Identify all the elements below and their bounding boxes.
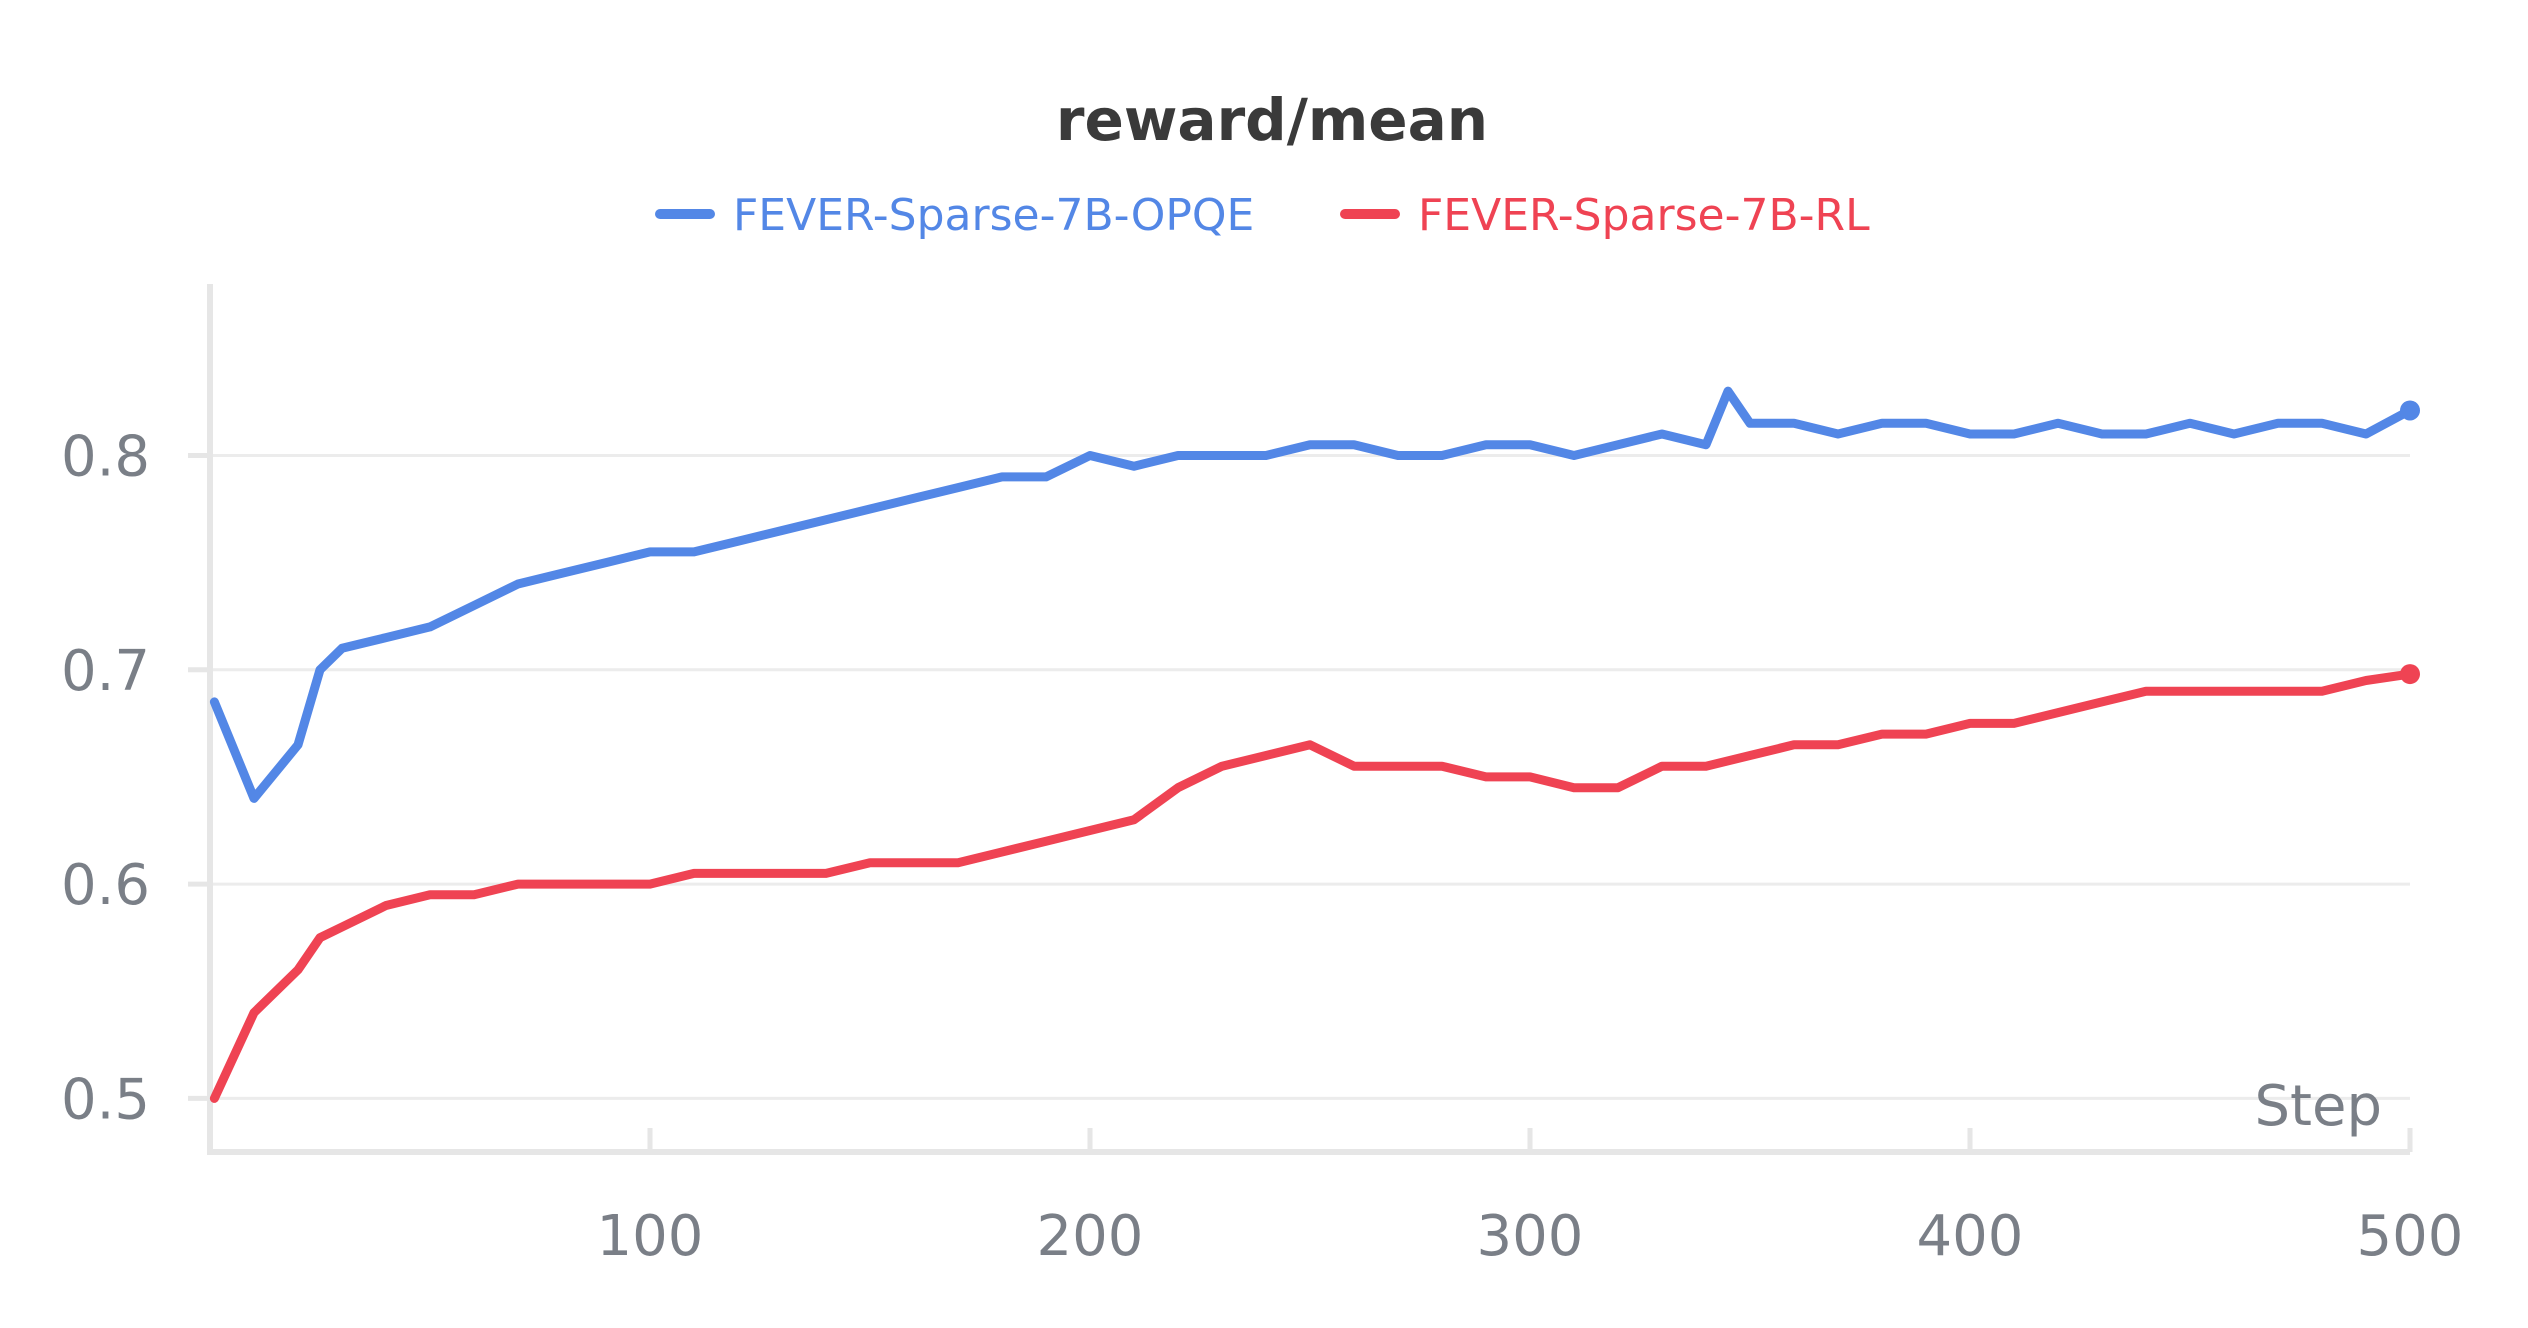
chart-title: reward/mean	[1056, 86, 1488, 154]
legend-item-opqe[interactable]: FEVER-Sparse-7B-OPQE	[655, 190, 1254, 241]
series-endpoint-rl	[2400, 664, 2420, 685]
legend-label-opqe: FEVER-Sparse-7B-OPQE	[733, 190, 1254, 241]
y-tick-label: 0.8	[61, 424, 150, 489]
x-tick-label: 200	[1037, 1204, 1144, 1269]
series-endpoint-opqe	[2400, 400, 2420, 421]
y-axis-ticks: 0.5 0.6 0.7 0.8	[61, 424, 210, 1132]
x-axis-label: Step	[2254, 1074, 2382, 1139]
x-tick-label: 100	[597, 1204, 704, 1269]
y-tick-label: 0.7	[61, 639, 150, 704]
legend-label-rl: FEVER-Sparse-7B-RL	[1418, 190, 1870, 241]
x-axis-ticks: 100 200 300 400 500	[597, 1128, 2464, 1269]
x-tick-label: 300	[1477, 1204, 1584, 1269]
y-tick-label: 0.5	[61, 1067, 150, 1132]
legend: FEVER-Sparse-7B-OPQE FEVER-Sparse-7B-RL	[655, 190, 1870, 241]
series-group	[209, 386, 2420, 1103]
series-line-rl	[209, 669, 2415, 1103]
series-line-opqe	[209, 386, 2415, 803]
y-tick-label: 0.6	[61, 853, 150, 918]
legend-item-rl[interactable]: FEVER-Sparse-7B-RL	[1340, 190, 1870, 241]
x-tick-label: 500	[2357, 1204, 2464, 1269]
x-tick-label: 400	[1917, 1204, 2024, 1269]
